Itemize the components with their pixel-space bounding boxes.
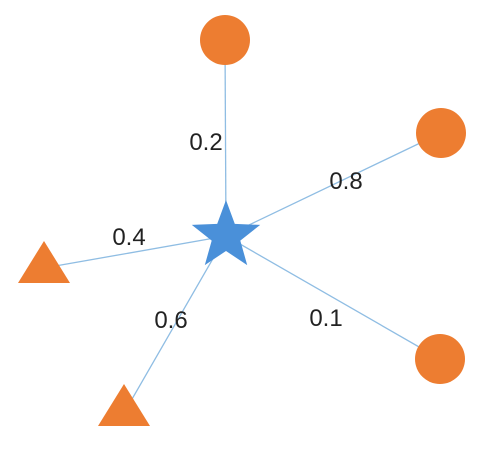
edge-label-3: 0.1 bbox=[309, 305, 342, 332]
leaf-node-triangle-left bbox=[18, 241, 70, 283]
edge-label-5: 0.4 bbox=[112, 224, 145, 251]
edge-label-1: 0.2 bbox=[189, 129, 222, 156]
leaf-node-circle-right bbox=[416, 108, 466, 158]
leaf-node-circle-bottom-right bbox=[415, 334, 465, 384]
edges-layer bbox=[43, 39, 442, 414]
leaf-node-triangle-bottom bbox=[98, 384, 150, 426]
center-star-node bbox=[191, 200, 261, 266]
nodes-layer bbox=[18, 15, 466, 426]
edge-label-2: 0.8 bbox=[329, 168, 362, 195]
edge-line-3 bbox=[225, 235, 441, 360]
edge-line-4 bbox=[123, 235, 227, 414]
edge-line-2 bbox=[225, 132, 442, 237]
edge-line-5 bbox=[43, 235, 227, 269]
leaf-node-circle-top bbox=[200, 15, 250, 65]
edge-label-4: 0.6 bbox=[154, 307, 187, 334]
labels-layer: 0.2 0.8 0.1 0.6 0.4 bbox=[112, 129, 362, 334]
